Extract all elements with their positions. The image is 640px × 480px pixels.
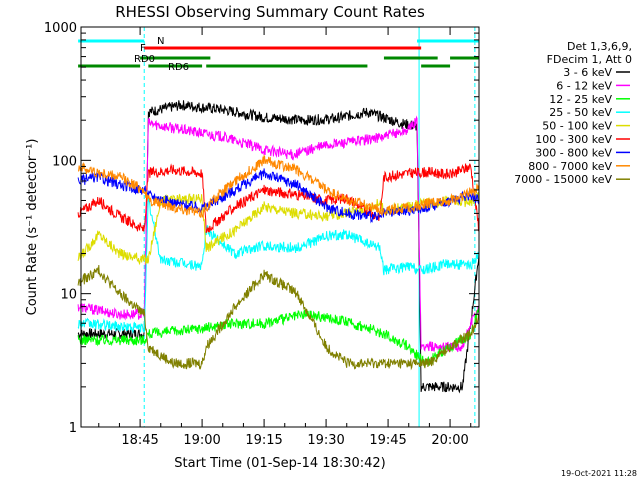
series-line-7000-15000keV [77,264,480,371]
legend-entry-4: 50 - 100 keV [542,120,612,133]
status-bar-label-N: N [157,36,164,47]
chart-title: RHESSI Observing Summary Count Rates [115,3,425,21]
x-tick-label-19:15: 19:15 [245,433,282,448]
y-axis-label: Count Rate (s⁻¹ detector⁻¹) [25,139,40,316]
legend-entry-6: 300 - 800 keV [535,146,612,159]
x-tick-label-19:45: 19:45 [369,433,406,448]
timestamp: 19-Oct-2021 11:28 [561,469,637,478]
plot-frame [80,26,480,428]
status-bar-label-F: F [140,43,146,54]
series-line-6-12keV [77,115,480,353]
series-line-50-100keV [77,191,480,266]
legend-entry-0: 3 - 6 keV [563,66,612,79]
x-tick-label-18:45: 18:45 [121,433,158,448]
series-line-12-25keV [77,306,480,369]
x-tick-label-19:30: 19:30 [307,433,344,448]
y-tick-label-1000: 1000 [44,21,77,36]
legend-entry-1: 6 - 12 keV [556,79,612,92]
y-tick-label-100: 100 [52,154,77,169]
series-line-300-800keV [77,168,480,224]
legend-entry-3: 25 - 50 keV [549,106,612,119]
legend-entry-7: 800 - 7000 keV [528,160,612,173]
legend-entry-2: 12 - 25 keV [549,93,612,106]
y-tick-label-10: 10 [60,288,77,303]
status-bar-label-RD0: RD0 [134,54,155,65]
legend-header-0: Det 1,3,6,9, [567,40,632,53]
series-line-25-50keV [77,196,480,335]
legend-header-1: FDecim 1, Att 0 [547,53,632,66]
y-tick-label-1: 1 [69,421,77,436]
x-axis-label: Start Time (01-Sep-14 18:30:42) [174,456,385,471]
x-tick-label-19:00: 19:00 [183,433,220,448]
series-line-800-7000keV [77,154,480,219]
legend-entry-5: 100 - 300 keV [535,133,612,146]
x-tick-label-20:00: 20:00 [431,433,468,448]
status-bar-label-RD6: RD6 [168,62,189,73]
axis-ticks: 18:45 19:00 19:15 19:30 19:45 20:00 1 10 100 1000 [44,21,479,448]
series-line-100-300keV [77,163,480,233]
legend-entry-8: 7000 - 15000 keV [514,173,612,186]
